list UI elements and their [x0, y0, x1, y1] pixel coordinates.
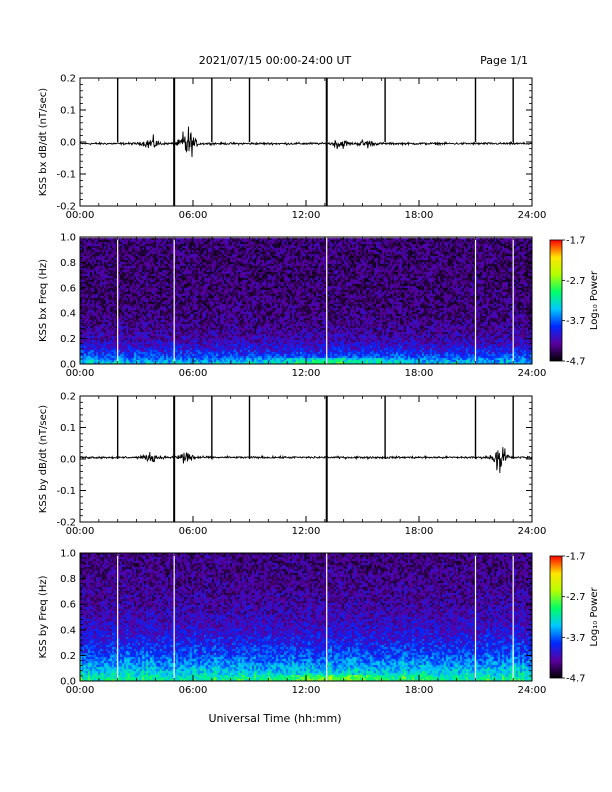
colorbar — [549, 239, 563, 362]
x-tick-label: 00:00 — [66, 526, 95, 537]
x-tick-label: 00:00 — [66, 685, 95, 696]
x-tick-label: 06:00 — [179, 685, 208, 696]
x-tick-label: 00:00 — [66, 210, 95, 221]
colorbar — [549, 555, 563, 679]
dbdt-trace — [79, 126, 533, 158]
colorbar-label: Log₁₀ Power — [589, 270, 600, 330]
y-tick-label: -0.2 — [56, 202, 76, 213]
y-tick-label: 0.0 — [60, 677, 76, 688]
plot-area — [80, 396, 532, 522]
x-tick-label: 12:00 — [292, 526, 321, 537]
y-tick-label: 0.4 — [60, 625, 76, 636]
y-tick-label: -0.1 — [56, 170, 76, 181]
x-tick-label: 06:00 — [179, 526, 208, 537]
y-tick-label: 0.6 — [60, 283, 76, 294]
y-tick-label: 0.2 — [60, 334, 76, 345]
y-tick-label: 0.2 — [60, 392, 76, 403]
y-tick-label: 0.8 — [60, 574, 76, 585]
colorbar-tick-label: -2.7 — [566, 592, 586, 603]
y-tick-label: -0.1 — [56, 486, 76, 497]
x-tick-label: 18:00 — [405, 210, 434, 221]
bx-spectrogram-panel: 00:00 06:00 12:00 18:00 24:00 0.0 0.2 0.4 0.6 0.8… — [38, 233, 600, 380]
y-tick-label: 0.0 — [60, 360, 76, 371]
y-tick-label: 1.0 — [60, 549, 76, 560]
x-tick-label: 12:00 — [292, 685, 321, 696]
y-tick-label: 0.1 — [60, 106, 76, 117]
page-number: Page 1/1 — [480, 54, 528, 67]
y-axis-label: KSS by Freq (Hz) — [38, 575, 49, 658]
by-dbdt-panel: 00:00 06:00 12:00 18:00 24:00 -0.2 -0.1 0.0 0.1 0… — [38, 392, 546, 538]
x-tick-label: 24:00 — [518, 210, 547, 221]
x-tick-label: 24:00 — [518, 368, 547, 379]
y-tick-label: 0.4 — [60, 309, 76, 320]
spectrogram-image — [80, 553, 532, 681]
y-tick-label: 1.0 — [60, 233, 76, 244]
x-tick-label: 24:00 — [518, 526, 547, 537]
colorbar-tick-label: -3.7 — [566, 633, 586, 644]
x-tick-label: 24:00 — [518, 685, 547, 696]
x-tick-label: 12:00 — [292, 368, 321, 379]
by-spectrogram-panel: 00:00 06:00 12:00 18:00 24:00 0.0 0.2 0.4 0.6 0.8… — [38, 549, 600, 697]
y-tick-label: 0.8 — [60, 258, 76, 269]
x-tick-label: 12:00 — [292, 210, 321, 221]
y-axis-label: KSS by dB/dt (nT/sec) — [38, 405, 49, 513]
y-axis-label: KSS bx Freq (Hz) — [38, 259, 49, 342]
x-axis-label: Universal Time (hh:mm) — [209, 712, 342, 725]
colorbar-tick-label: -1.7 — [566, 236, 586, 247]
y-tick-label: 0.0 — [60, 455, 76, 466]
y-tick-label: 0.1 — [60, 423, 76, 434]
y-tick-label: 0.0 — [60, 138, 76, 149]
colorbar-label: Log₁₀ Power — [589, 586, 600, 646]
colorbar-tick-label: -2.7 — [566, 276, 586, 287]
colorbar-tick-label: -4.7 — [566, 357, 586, 368]
y-tick-label: 0.2 — [60, 74, 76, 85]
spectrogram-image — [80, 237, 532, 364]
y-tick-label: 0.2 — [60, 651, 76, 662]
dbdt-trace — [79, 447, 533, 474]
x-tick-label: 18:00 — [405, 526, 434, 537]
colorbar-tick-label: -1.7 — [566, 552, 586, 563]
x-tick-label: 06:00 — [179, 368, 208, 379]
colorbar-tick-label: -4.7 — [566, 674, 586, 685]
figure-title: 2021/07/15 00:00-24:00 UT — [199, 54, 352, 67]
x-tick-label: 18:00 — [405, 685, 434, 696]
bx-dbdt-panel: 00:00 06:00 12:00 18:00 24:00 -0.2 -0.1 0.0 0.1 0… — [38, 74, 546, 222]
colorbar-tick-label: -3.7 — [566, 316, 586, 327]
x-tick-label: 06:00 — [179, 210, 208, 221]
y-tick-label: 0.6 — [60, 600, 76, 611]
x-tick-label: 18:00 — [405, 368, 434, 379]
x-tick-label: 00:00 — [66, 368, 95, 379]
y-tick-label: -0.2 — [56, 518, 76, 529]
y-axis-label: KSS bx dB/dt (nT/sec) — [38, 88, 49, 196]
